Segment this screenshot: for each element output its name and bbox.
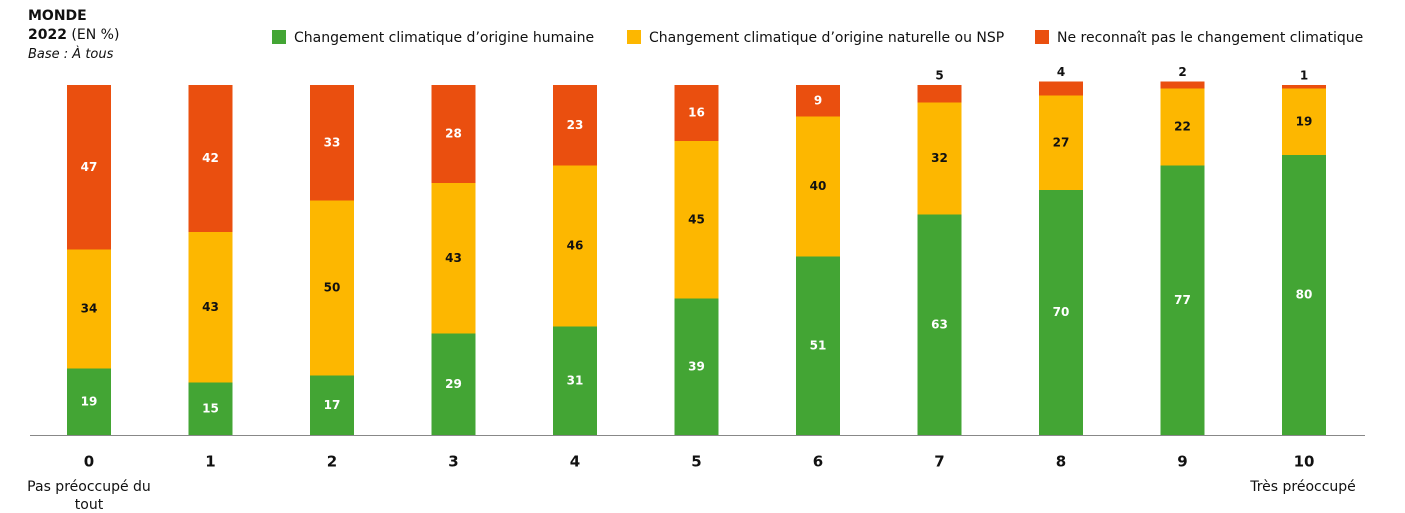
bar-segment [917,214,962,435]
title: MONDE [28,8,87,24]
data-label: 42 [202,151,219,165]
bar-segment [188,382,233,435]
x-tick-label: 10 [1294,453,1315,471]
data-label: 32 [931,151,948,165]
data-label: 2 [1178,65,1186,79]
bar-segment [431,333,476,435]
bar-segment [674,85,719,141]
bar-segment [553,85,597,166]
x-tick-label: 0 [84,453,94,471]
data-label: 80 [1296,288,1313,302]
bar-segment [188,232,233,383]
data-label: 63 [931,317,948,331]
data-label: 31 [567,373,584,387]
bar-segment [431,183,476,334]
x-tick-label: 7 [934,453,944,471]
data-label: 9 [814,93,822,107]
bar-segment [796,116,840,257]
data-label: 47 [81,160,98,174]
data-label: 5 [935,69,943,83]
bar-segment [1282,88,1326,155]
annotation: Très préoccupé [1250,479,1356,495]
subtitle-line: 2022 (EN %) [28,27,119,43]
legend-swatch [627,30,641,44]
bar-segment [310,375,354,435]
unit: (EN %) [71,27,120,43]
legend-swatch [1035,30,1049,44]
bar-segment [310,200,354,376]
data-label: 43 [445,251,462,265]
bar-segment [188,85,233,232]
bar-segment [917,85,962,103]
data-label: 45 [688,212,705,226]
bar-segment [67,249,111,369]
bar-segment [1039,190,1083,435]
x-tick-label: 4 [570,453,580,471]
data-label: 77 [1174,293,1191,307]
bar-segment [553,326,597,435]
data-label: 19 [1296,114,1313,128]
x-tick-label: 1 [205,453,215,471]
bar-segment [1160,81,1205,89]
legend-swatch [272,30,286,44]
data-label: 27 [1053,135,1070,149]
x-tick-label: 8 [1056,453,1066,471]
data-label: 15 [202,401,219,415]
x-tick-label: 3 [448,453,458,471]
data-label: 28 [445,127,462,141]
bar-segment [796,256,840,435]
bar-segment [917,102,962,215]
legend-label: Changement climatique d’origine humaine [294,30,594,46]
x-tick-label: 6 [813,453,823,471]
x-tick-label: 5 [691,453,701,471]
bar-segment [674,141,719,299]
data-label: 22 [1174,120,1191,134]
base: Base : À tous [28,47,114,62]
bar-segment [796,85,840,117]
bar-segment [1160,165,1205,435]
data-label: 34 [81,302,98,316]
data-label: 4 [1057,65,1065,79]
data-label: 17 [324,398,341,412]
data-label: 40 [810,179,827,193]
bar-segment [1282,155,1326,435]
data-label: 39 [688,359,705,373]
annotation: Pas préoccupé du tout [27,479,151,513]
data-label: 51 [810,338,827,352]
bar-segment [1039,95,1083,190]
bar-segment [674,298,719,435]
data-label: 70 [1053,305,1070,319]
bar-segment [67,368,111,435]
data-label: 29 [445,377,462,391]
bar-segment [1039,81,1083,96]
x-tick-label: 9 [1177,453,1187,471]
data-label: 16 [688,106,705,120]
data-label: 23 [567,118,584,132]
data-label: 46 [567,239,584,253]
bar-segment [553,165,597,327]
data-label: 1 [1300,69,1308,83]
bar-segment [1160,88,1205,166]
data-label: 50 [324,281,341,295]
data-label: 33 [324,135,341,149]
bar-segment [67,85,111,250]
legend-label: Changement climatique d’origine naturell… [649,30,1004,46]
data-label: 19 [81,394,98,408]
legend-label: Ne reconnaît pas le changement climatiqu… [1057,30,1363,46]
data-label: 43 [202,300,219,314]
bar-segment [431,85,476,183]
bar-segment [1282,85,1326,89]
subtitle: 2022 [28,27,67,43]
bar-segment [310,85,354,201]
x-tick-label: 2 [327,453,337,471]
